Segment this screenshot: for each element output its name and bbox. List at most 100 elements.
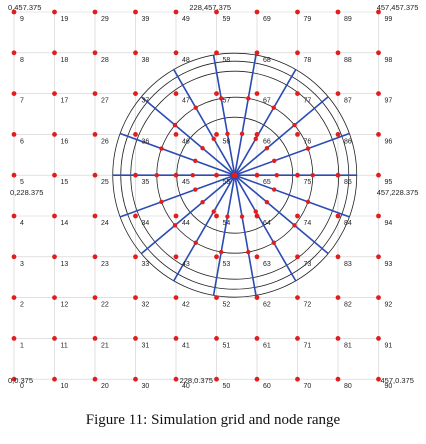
grid-node xyxy=(335,9,341,15)
node-label: 0 xyxy=(20,383,24,390)
grid-node xyxy=(214,132,219,137)
grid-node xyxy=(376,295,381,300)
grid-node xyxy=(214,336,219,341)
grid-node xyxy=(133,295,138,300)
node-label: 25 xyxy=(101,179,109,186)
grid-node xyxy=(295,132,300,137)
grid-node xyxy=(11,254,17,260)
range-spoke xyxy=(173,174,236,282)
spoke-node xyxy=(200,199,205,205)
grid-node xyxy=(92,213,98,219)
node-label: 57 xyxy=(223,98,231,105)
grid-node xyxy=(52,336,57,341)
grid-node xyxy=(11,132,17,137)
node-label: 51 xyxy=(223,342,231,349)
node-label: 37 xyxy=(142,98,150,105)
grid-node xyxy=(214,91,219,96)
node-label: 71 xyxy=(304,342,312,349)
range-spoke xyxy=(140,174,236,255)
node-label: 46 xyxy=(182,138,190,145)
node-label: 70 xyxy=(304,383,312,390)
grid-node xyxy=(335,172,341,178)
grid-node xyxy=(52,376,57,382)
grid-node xyxy=(173,172,179,178)
spoke-node xyxy=(193,105,198,110)
grid-node xyxy=(335,50,341,56)
spoke-node xyxy=(200,146,205,151)
node-label: 7 xyxy=(20,98,24,105)
spoke-node xyxy=(253,136,258,142)
node-label: 80 xyxy=(344,383,352,390)
spoke-node xyxy=(274,173,279,178)
grid-node xyxy=(92,50,98,56)
grid-node xyxy=(52,9,57,15)
node-label: 17 xyxy=(61,98,69,105)
grid-node xyxy=(376,254,381,260)
range-spoke xyxy=(233,175,257,296)
spoke-node xyxy=(172,122,178,128)
grid-node xyxy=(335,376,341,382)
node-label: 5 xyxy=(20,179,24,186)
grid-node xyxy=(11,9,17,15)
spoke-node xyxy=(271,105,276,110)
node-label: 2 xyxy=(20,302,24,309)
grid-node xyxy=(376,50,381,56)
corner-label: 0,0.375 xyxy=(8,376,33,385)
node-label: 29 xyxy=(101,16,109,23)
grid-node xyxy=(133,336,138,341)
grid-node xyxy=(173,132,179,137)
node-label: 62 xyxy=(263,302,271,309)
grid-node xyxy=(92,172,98,178)
node-label: 90 xyxy=(385,383,393,390)
grid-node xyxy=(335,254,341,260)
grid-node xyxy=(133,50,138,56)
grid-node xyxy=(52,91,57,96)
grid-node xyxy=(295,336,300,341)
node-label: 41 xyxy=(182,342,190,349)
node-label: 34 xyxy=(142,220,150,227)
spoke-node xyxy=(264,146,270,151)
node-label: 42 xyxy=(182,302,190,309)
node-label: 98 xyxy=(385,57,393,64)
node-label: 72 xyxy=(304,302,312,309)
corner-label: 457,0.375 xyxy=(381,376,414,385)
spoke-node xyxy=(272,158,277,164)
grid-node xyxy=(133,132,138,137)
node-label: 26 xyxy=(101,138,109,145)
range-spoke xyxy=(233,54,257,176)
range-spoke xyxy=(234,69,297,176)
node-label: 39 xyxy=(142,16,150,23)
node-label: 45 xyxy=(182,179,190,186)
node-label: 6 xyxy=(20,138,24,145)
node-label: 68 xyxy=(263,57,271,64)
grid-node xyxy=(254,132,260,137)
range-spoke xyxy=(119,174,236,218)
center-node xyxy=(231,172,238,179)
grid-node xyxy=(173,254,179,260)
node-label: 92 xyxy=(385,302,393,309)
grid-node xyxy=(52,132,57,137)
node-label: 8 xyxy=(20,57,24,64)
spoke-node xyxy=(310,173,315,178)
spoke-node xyxy=(219,96,224,101)
node-label: 93 xyxy=(385,261,393,268)
spoke-node xyxy=(271,240,276,245)
node-label: 84 xyxy=(344,220,352,227)
node-label: 66 xyxy=(263,138,271,145)
grid-node xyxy=(173,295,179,300)
node-label: 64 xyxy=(263,220,271,227)
node-label: 87 xyxy=(344,98,352,105)
grid-node xyxy=(11,172,17,178)
node-label: 21 xyxy=(101,342,109,349)
grid-node xyxy=(11,91,17,96)
node-label: 85 xyxy=(344,179,352,186)
node-label: 36 xyxy=(142,138,150,145)
spoke-node xyxy=(159,146,164,151)
corner-label: 0,457.375 xyxy=(8,3,41,12)
grid-lines xyxy=(13,11,379,380)
corner-labels: 0,457.375 228,457.375 457,457.375 0,228.375… xyxy=(8,3,418,385)
grid-node xyxy=(254,254,260,260)
node-label: 11 xyxy=(61,342,68,349)
grid-node xyxy=(92,91,98,96)
grid-node xyxy=(133,213,138,219)
